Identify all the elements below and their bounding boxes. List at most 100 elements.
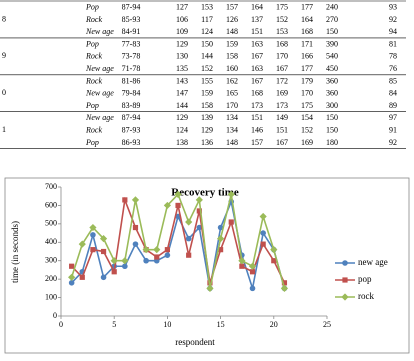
table-cell: 134 bbox=[226, 125, 238, 134]
point bbox=[260, 230, 266, 236]
point bbox=[196, 224, 203, 231]
table-cell: 167 bbox=[251, 52, 263, 61]
table-cell: 450 bbox=[326, 64, 338, 73]
table-cell: 168 bbox=[251, 89, 263, 98]
x-tick-label: 15 bbox=[217, 320, 225, 329]
legend-label: pop bbox=[358, 274, 372, 284]
table-cell: 163 bbox=[251, 64, 263, 73]
table-cell: 144 bbox=[176, 101, 188, 110]
genre-cell: New age bbox=[85, 89, 114, 98]
x-tick-label: 5 bbox=[112, 320, 116, 329]
table-cell: 160 bbox=[226, 64, 238, 73]
table-cell: 169 bbox=[276, 89, 288, 98]
table-cell: 93 bbox=[389, 2, 397, 11]
point bbox=[239, 263, 245, 269]
table-cell: 152 bbox=[276, 15, 288, 24]
table-cell: 117 bbox=[201, 15, 213, 24]
table-cell: 81 bbox=[389, 39, 397, 48]
x-tick-label: 10 bbox=[163, 320, 171, 329]
table-cell: 152 bbox=[301, 125, 313, 134]
point bbox=[218, 247, 224, 253]
genre-cell: Pop bbox=[85, 101, 99, 110]
point bbox=[195, 196, 203, 204]
table-cell: 150 bbox=[326, 125, 338, 134]
x-tick-label: 0 bbox=[59, 320, 63, 329]
point bbox=[132, 241, 139, 247]
table-cell: 73-78 bbox=[122, 52, 141, 61]
table-cell: 360 bbox=[326, 89, 338, 98]
point bbox=[185, 235, 192, 242]
table-cell: 135 bbox=[176, 64, 188, 73]
table-cell: 87-94 bbox=[122, 2, 141, 11]
genre-cell: Rock bbox=[85, 76, 102, 85]
table-cell: 144 bbox=[201, 52, 213, 61]
point bbox=[206, 284, 214, 292]
table-cell: 158 bbox=[226, 52, 238, 61]
table-cell: 143 bbox=[176, 76, 188, 85]
table-cell: 129 bbox=[176, 113, 188, 122]
point bbox=[248, 262, 257, 270]
table-cell: 139 bbox=[201, 113, 213, 122]
point bbox=[175, 202, 181, 209]
x-tick-label: 20 bbox=[270, 320, 278, 329]
table-cell: 106 bbox=[176, 15, 188, 24]
table-cell: 136 bbox=[201, 138, 213, 147]
table-cell: 94 bbox=[389, 27, 397, 36]
point bbox=[153, 246, 161, 254]
point bbox=[281, 280, 288, 286]
table-cell: 150 bbox=[201, 39, 213, 48]
point bbox=[249, 269, 256, 275]
y-tick-label: 0 bbox=[53, 311, 57, 320]
table-cell: 152 bbox=[201, 64, 213, 73]
table-cell: 154 bbox=[301, 113, 313, 122]
genre-cell: New age bbox=[85, 113, 114, 122]
point bbox=[132, 224, 139, 231]
genre-cell: Pop bbox=[85, 2, 99, 11]
group-label: 1 bbox=[2, 125, 6, 134]
table-cell: 170 bbox=[301, 89, 313, 98]
point bbox=[111, 269, 117, 275]
table-cell: 360 bbox=[326, 76, 338, 85]
table-cell: 109 bbox=[176, 27, 188, 36]
table-cell: 92 bbox=[389, 15, 397, 24]
table-cell: 170 bbox=[226, 101, 238, 110]
table-cell: 129 bbox=[176, 39, 188, 48]
point bbox=[259, 212, 267, 221]
table-cell: 173 bbox=[276, 101, 288, 110]
table-cell: 127 bbox=[176, 2, 188, 11]
point bbox=[185, 218, 193, 226]
table-cell: 150 bbox=[326, 113, 338, 122]
table-cell: 91 bbox=[389, 125, 397, 134]
table-cell: 87-94 bbox=[122, 113, 141, 122]
table-cell: 87-93 bbox=[122, 125, 141, 134]
point bbox=[68, 280, 75, 286]
table-cell: 159 bbox=[201, 89, 213, 98]
genre-cell: Pop bbox=[85, 39, 99, 48]
table-cell: 89 bbox=[389, 101, 397, 110]
point bbox=[121, 257, 129, 265]
point bbox=[122, 197, 128, 203]
table-cell: 172 bbox=[276, 76, 288, 85]
y-tick-label: 500 bbox=[45, 219, 57, 228]
point bbox=[196, 208, 202, 214]
point bbox=[217, 224, 224, 231]
table-cell: 151 bbox=[276, 125, 288, 134]
point bbox=[79, 274, 85, 280]
table-cell: 83-89 bbox=[122, 101, 141, 110]
table-cell: 134 bbox=[226, 113, 238, 122]
table-cell: 124 bbox=[201, 27, 213, 36]
point bbox=[100, 274, 107, 281]
table-cell: 173 bbox=[251, 101, 263, 110]
x-tick-label: 25 bbox=[323, 320, 331, 329]
table-cell: 76 bbox=[389, 64, 397, 73]
point bbox=[99, 235, 108, 243]
table-cell: 177 bbox=[301, 64, 313, 73]
table-cell: 168 bbox=[301, 27, 313, 36]
y-tick-label: 700 bbox=[45, 182, 57, 191]
table-cell: 159 bbox=[226, 39, 238, 48]
table-cell: 151 bbox=[251, 27, 263, 36]
table-cell: 167 bbox=[276, 138, 288, 147]
table-cell: 84 bbox=[389, 89, 397, 98]
table-cell: 175 bbox=[301, 101, 313, 110]
point bbox=[174, 190, 182, 198]
